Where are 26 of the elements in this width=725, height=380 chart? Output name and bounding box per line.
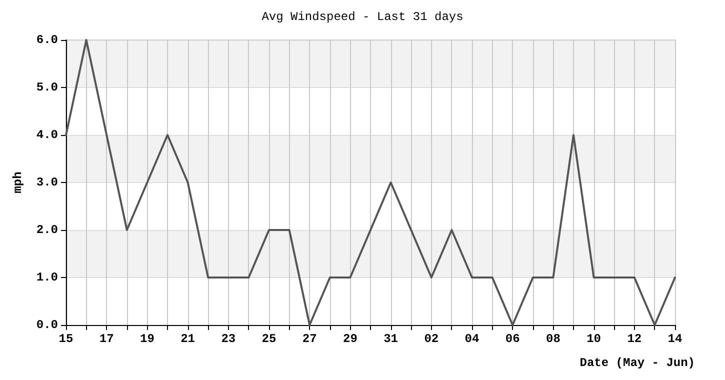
x-axis-title: Date (May - Jun) (580, 356, 695, 370)
x-tick-label: 27 (302, 332, 317, 346)
x-tick-label: 17 (99, 332, 114, 346)
y-tick-label: 1.0 (36, 270, 58, 284)
x-tick-label: 29 (342, 332, 358, 346)
x-tick-label: 08 (546, 332, 560, 346)
x-tick-label: 19 (140, 332, 154, 346)
x-tick-label: 06 (505, 332, 520, 346)
chart-title: Avg Windspeed - Last 31 days (262, 10, 464, 24)
x-tick-label: 25 (262, 332, 276, 346)
y-axis-title: mph (11, 172, 25, 194)
x-tick-label: 23 (221, 332, 236, 346)
y-tick-label: 4.0 (36, 128, 58, 142)
y-tick-label: 0.0 (36, 318, 58, 332)
x-tick-label: 02 (424, 332, 439, 346)
x-tick-label: 04 (464, 332, 480, 346)
y-tick-label: 3.0 (36, 176, 58, 190)
x-tick-label: 12 (627, 332, 642, 346)
y-tick-label: 6.0 (36, 33, 58, 47)
y-tick-label: 2.0 (36, 223, 58, 237)
y-tick-label: 5.0 (36, 80, 58, 94)
x-tick-label: 10 (586, 332, 602, 346)
x-tick-label: 21 (180, 332, 196, 346)
x-tick-label: 15 (58, 332, 74, 346)
x-tick-label: 14 (668, 332, 682, 346)
x-tick-label: 31 (384, 332, 398, 346)
